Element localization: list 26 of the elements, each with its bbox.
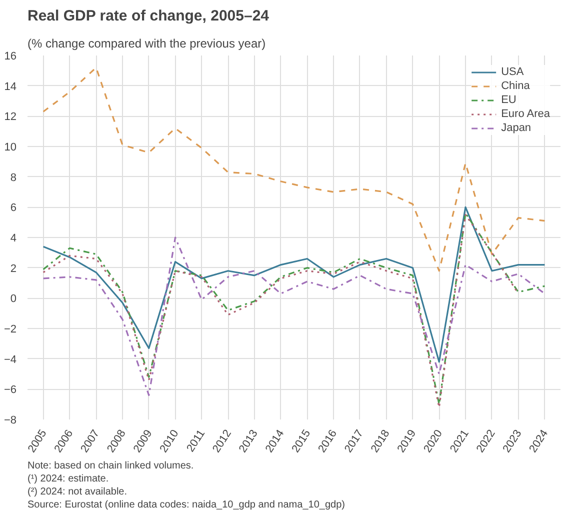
y-tick-label: 10 <box>4 142 17 154</box>
text: (²) 2024: not available. <box>28 486 128 498</box>
y-tick-label: −2 <box>4 324 17 336</box>
chart-title: Real GDP rate of change, 2005–24 <box>28 8 270 24</box>
y-tick-label: −6 <box>4 384 17 396</box>
chart-subtitle: (% change compared with the previous year) <box>28 36 266 50</box>
text: Note: based on chain linked volumes. <box>28 460 194 472</box>
legend-label: USA <box>501 65 524 79</box>
legend-label: Japan <box>501 121 532 135</box>
source-note: Source: Eurostat (online data codes: naida_10_gdp and nama_10_gdp) <box>28 500 345 510</box>
y-tick-label: 12 <box>4 111 17 124</box>
text: (¹) 2024: estimate. <box>28 474 109 484</box>
legend-label: EU <box>501 93 518 107</box>
y-tick-label: 14 <box>4 80 17 93</box>
y-tick-label: 0 <box>10 293 17 306</box>
y-tick-label: 2 <box>10 262 17 275</box>
line-series <box>42 236 546 396</box>
y-tick-label: 16 <box>4 50 17 62</box>
y-tick-label: −4 <box>4 354 17 366</box>
y-tick-label: 8 <box>10 172 17 184</box>
y-tick-label: 6 <box>10 202 17 214</box>
y-tick-label: −8 <box>4 414 17 426</box>
y-tick-label: 4 <box>10 232 17 244</box>
legend-label: Euro Area <box>501 107 550 121</box>
line-series <box>42 206 546 363</box>
legend-label: China <box>501 79 530 93</box>
